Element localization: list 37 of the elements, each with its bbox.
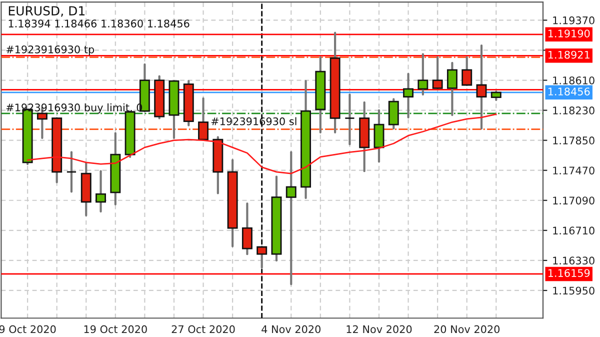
y-tick-label: 1.18610 <box>553 76 594 84</box>
y-tick-label: 1.19370 <box>553 16 594 24</box>
chart-title: EURUSD, D1 <box>8 6 85 17</box>
candlestick <box>344 93 355 146</box>
candlestick <box>96 170 106 212</box>
candlestick <box>432 56 443 90</box>
candlestick <box>418 53 428 96</box>
candlestick <box>242 202 252 256</box>
y-tick-label: 1.17470 <box>553 166 594 174</box>
ref-line-label: 1.18921 <box>548 50 590 59</box>
x-tick-label: 12 Nov 2020 <box>346 325 412 334</box>
candlestick <box>256 246 268 269</box>
x-tick-label: 27 Oct 2020 <box>172 325 235 334</box>
y-tick-label: 1.17850 <box>553 136 594 144</box>
ref-line-label: #1923916930 tp <box>6 45 94 56</box>
x-tick-label: 20 Nov 2020 <box>434 325 500 334</box>
y-tick-label: 1.15950 <box>553 286 594 295</box>
text: 1.18394 1.18466 1.18360 1.18456 <box>8 20 190 28</box>
x-tick-label: 4 Nov 2020 <box>262 325 320 334</box>
candlestick <box>388 98 399 130</box>
ref-line-label: 1.19190 <box>548 30 590 38</box>
candlestick <box>374 109 384 163</box>
y-tick-label: 1.16330 <box>553 256 594 265</box>
candlestick <box>446 62 458 116</box>
candlestick <box>403 72 414 118</box>
candlestick <box>66 151 77 193</box>
ref-line-label: 1.16159 <box>548 269 590 277</box>
y-tick-label: 1.17090 <box>553 196 594 204</box>
ref-line-label: #1923916930 sl <box>211 117 296 126</box>
line-series <box>26 114 497 174</box>
y-tick-label: 1.16710 <box>553 226 594 235</box>
ref-line-label: 1.18456 <box>548 88 590 96</box>
candlestick <box>476 44 487 130</box>
y-tick-label: 1.18230 <box>553 106 594 114</box>
candlestick <box>198 97 209 141</box>
x-tick-label: 19 Oct 2020 <box>84 325 147 334</box>
candlestick <box>462 56 472 86</box>
